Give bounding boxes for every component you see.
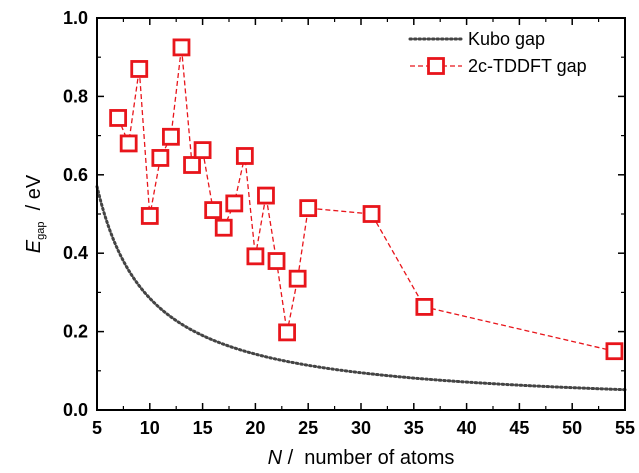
x-tick-label: 15: [193, 418, 213, 438]
plot-frame: [96, 17, 626, 411]
plot-area: [95, 38, 627, 392]
tddft-point: [267, 252, 286, 270]
tddft-point: [278, 323, 296, 342]
tddft-point: [214, 218, 233, 237]
kubo-gap-line: [95, 185, 627, 392]
legend: Kubo gap 2c-TDDFT gap: [408, 29, 587, 76]
axis-ticks: 5 10 15 20 25 30 35 40 45 50 55 0.0 0.2 0.4 0.6 0.8 1.0: [63, 8, 635, 438]
legend-tddft-label: 2c-TDDFT gap: [468, 56, 587, 76]
y-tick-label: 0.8: [63, 86, 88, 106]
x-axis-title: N / number of atoms: [268, 447, 455, 469]
tddft-point: [605, 342, 624, 361]
tddft-point: [193, 141, 212, 160]
tddft-point: [109, 109, 128, 127]
y-axis-title: Egap / eV: [23, 174, 47, 253]
x-tick-label: 25: [298, 418, 318, 438]
tddft-point: [130, 60, 149, 78]
x-tick-label: 55: [615, 418, 635, 438]
tddft-point: [151, 149, 170, 167]
x-tick-label: 50: [562, 418, 582, 438]
tddft-point: [257, 186, 275, 205]
y-tick-label: 1.0: [63, 8, 88, 28]
x-tick-label: 35: [404, 418, 424, 438]
x-tick-label: 40: [457, 418, 477, 438]
y-tick-label: 0.2: [63, 322, 88, 342]
tddft-point: [415, 298, 434, 316]
legend-kubo-label: Kubo gap: [468, 29, 545, 49]
x-tick-label: 30: [351, 418, 371, 438]
tddft-point: [140, 207, 159, 225]
tddft-point: [162, 127, 180, 146]
y-tick-label: 0.4: [63, 243, 88, 263]
tddft-point: [204, 201, 223, 219]
tddft-point: [183, 156, 201, 174]
tddft-gap-line: [117, 47, 615, 352]
y-tick-label: 0.0: [63, 400, 88, 420]
tddft-point: [172, 38, 191, 57]
tddft-point: [299, 199, 318, 218]
y-tick-label: 0.6: [63, 165, 88, 185]
x-tick-label: 5: [92, 418, 102, 438]
x-tick-label: 20: [245, 418, 265, 438]
tddft-point: [225, 194, 244, 213]
x-tick-label: 10: [140, 418, 160, 438]
tddft-point: [288, 269, 307, 288]
tddft-point: [119, 134, 138, 153]
x-tick-label: 45: [509, 418, 529, 438]
legend-tddft-marker: [427, 57, 445, 75]
tddft-point: [362, 205, 381, 223]
tddft-point: [246, 247, 265, 266]
tddft-point: [235, 147, 254, 165]
